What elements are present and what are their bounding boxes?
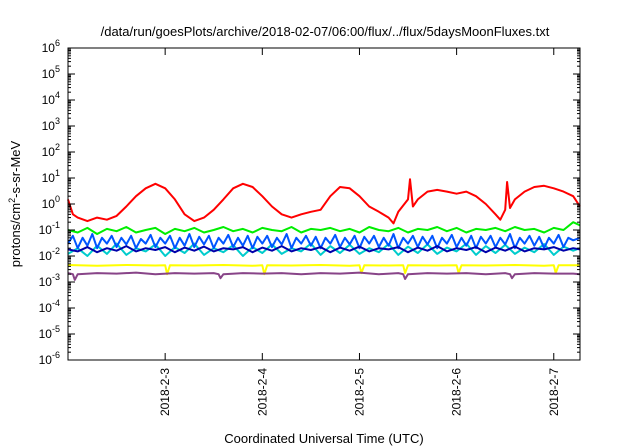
plot-curves (67, 178, 581, 281)
y-tick-label: 10-5 (39, 324, 60, 341)
y-tick-label-exponent: -2 (52, 246, 60, 256)
y-axis-label: protons/cm2-s-sr-MeV (7, 140, 23, 267)
y-tick-label-exponent: -6 (52, 350, 60, 360)
x-tick-label: 2018-2-5 (352, 368, 366, 416)
y-tick-label: 102 (42, 142, 60, 159)
y-tick-label: 10-2 (39, 246, 60, 263)
y-tick-label-exponent: 0 (55, 194, 60, 204)
y-tick-label: 10-6 (39, 350, 60, 367)
series-line-2 (67, 221, 581, 235)
y-tick-label: 10-3 (39, 272, 60, 289)
x-axis-ticks: 2018-2-3 2018-2-4 2018-2-5 2018-2-6 2018-2-7 (158, 48, 561, 416)
y-tick-label-exponent: 1 (55, 168, 60, 178)
y-tick-label-exponent: -1 (52, 220, 60, 230)
y-tick-label-base: 10 (39, 249, 53, 263)
y-tick-label-exponent: 6 (55, 38, 60, 48)
series-line-6 (67, 264, 580, 276)
y-tick-label-exponent: 4 (55, 90, 60, 100)
y-axis-label-main: protons/cm (8, 203, 23, 267)
y-tick-label-base: 10 (39, 301, 53, 315)
y-tick-label-base: 10 (39, 327, 53, 341)
series-line-5 (67, 245, 581, 254)
y-tick-label: 101 (42, 168, 60, 185)
y-tick-label-base: 10 (42, 145, 56, 159)
y-tick-label-base: 10 (39, 353, 53, 367)
y-tick-label-exponent: 2 (55, 142, 60, 152)
x-tick-label: 2018-2-6 (450, 368, 464, 416)
y-tick-label-base: 10 (39, 275, 53, 289)
x-tick-label: 2018-2-4 (255, 368, 269, 416)
y-axis-ticks: 10-610-510-410-310-210-11001011021031041… (39, 38, 580, 367)
x-tick-label: 2018-2-3 (158, 368, 172, 416)
series-line-4 (67, 233, 581, 250)
y-tick-label-exponent: -4 (52, 298, 60, 308)
y-tick-label-base: 10 (39, 223, 53, 237)
y-tick-label: 100 (42, 194, 60, 211)
x-axis-label: Coordinated Universal Time (UTC) (224, 431, 423, 446)
y-tick-label-base: 10 (42, 93, 56, 107)
y-tick-label-exponent: 5 (55, 64, 60, 74)
y-tick-label: 103 (42, 116, 60, 133)
chart-title: /data/run/goesPlots/archive/2018-02-07/0… (101, 24, 550, 39)
y-tick-label: 104 (42, 90, 60, 107)
y-tick-label: 106 (42, 38, 60, 55)
y-tick-label-base: 10 (42, 41, 56, 55)
y-tick-label-base: 10 (42, 197, 56, 211)
x-tick-label: 2018-2-7 (547, 368, 561, 416)
y-tick-label: 105 (42, 64, 60, 81)
y-tick-label: 10-4 (39, 298, 60, 315)
y-axis-label-rest: -s-sr-MeV (8, 140, 23, 197)
y-tick-label-base: 10 (42, 67, 56, 81)
y-tick-label: 10-1 (39, 220, 60, 237)
y-tick-label-base: 10 (42, 119, 56, 133)
y-tick-label-exponent: 3 (55, 116, 60, 126)
y-tick-label-exponent: -3 (52, 272, 60, 282)
y-tick-label-exponent: -5 (52, 324, 60, 334)
series-line-7 (67, 271, 581, 281)
series-line-1 (67, 178, 581, 225)
y-tick-label-base: 10 (42, 171, 56, 185)
y-axis-label-superscript: 2 (7, 198, 17, 203)
